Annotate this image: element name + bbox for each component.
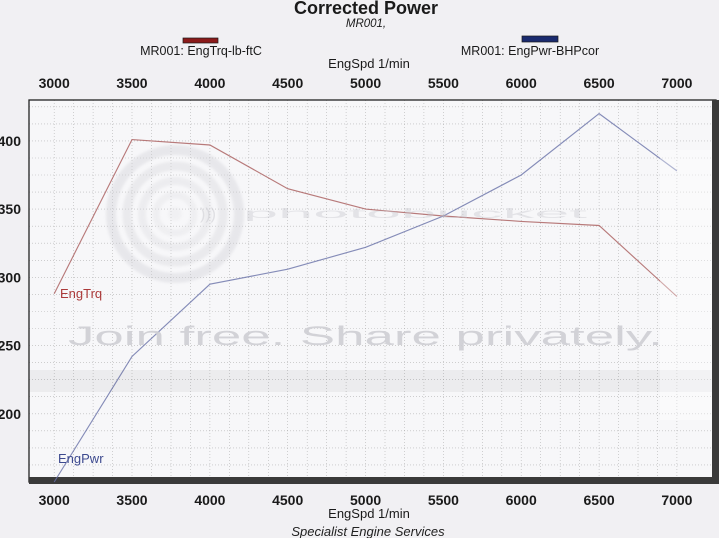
svg-text:250: 250	[0, 338, 21, 354]
svg-text:MR001: EngPwr-BHPcor: MR001: EngPwr-BHPcor	[461, 44, 599, 58]
svg-text:200: 200	[0, 406, 21, 422]
svg-text:EngSpd 1/min: EngSpd 1/min	[328, 56, 410, 71]
svg-text:Corrected Power: Corrected Power	[294, 0, 438, 18]
svg-text:350: 350	[0, 201, 21, 217]
svg-text:4500: 4500	[272, 75, 303, 91]
svg-text:MR001: EngTrq-lb-ftC: MR001: EngTrq-lb-ftC	[140, 44, 262, 58]
svg-text:3000: 3000	[39, 492, 70, 508]
svg-text:EngTrq: EngTrq	[60, 286, 102, 301]
svg-text:6000: 6000	[506, 75, 537, 91]
svg-text:4500: 4500	[272, 492, 303, 508]
svg-text:3500: 3500	[116, 492, 147, 508]
svg-text:7000: 7000	[661, 492, 692, 508]
svg-text:300: 300	[0, 269, 21, 285]
svg-text:5000: 5000	[350, 75, 381, 91]
svg-text:Specialist Engine Services: Specialist Engine Services	[291, 524, 445, 538]
svg-text:photobucket: photobucket	[243, 205, 587, 221]
svg-text:6000: 6000	[506, 492, 537, 508]
svg-text:EngSpd 1/min: EngSpd 1/min	[328, 506, 410, 521]
svg-text:EngPwr: EngPwr	[58, 451, 104, 466]
svg-text:4000: 4000	[194, 492, 225, 508]
svg-text:4000: 4000	[194, 75, 225, 91]
svg-text:Join free. Share privately.: Join free. Share privately.	[68, 321, 663, 351]
svg-text:))): )))	[200, 206, 216, 223]
svg-text:5500: 5500	[428, 75, 459, 91]
svg-text:3000: 3000	[39, 75, 70, 91]
svg-text:6500: 6500	[584, 75, 615, 91]
svg-text:5500: 5500	[428, 492, 459, 508]
svg-text:6500: 6500	[584, 492, 615, 508]
svg-text:3500: 3500	[116, 75, 147, 91]
svg-text:7000: 7000	[661, 75, 692, 91]
svg-text:MR001,: MR001,	[346, 18, 386, 30]
svg-text:400: 400	[0, 133, 21, 149]
